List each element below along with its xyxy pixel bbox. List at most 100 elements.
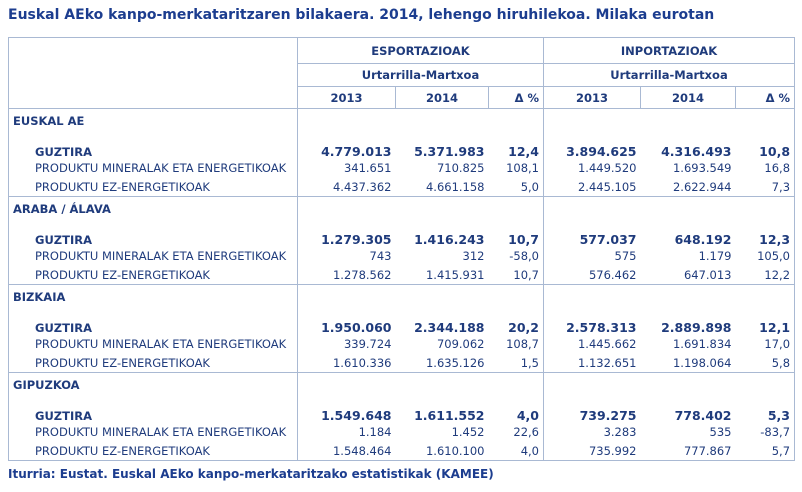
- cell: 5.371.983: [414, 143, 485, 159]
- cell: 1.610.100: [425, 443, 485, 458]
- cell: PRODUKTU EZ-ENERGETIKOAK: [35, 179, 210, 194]
- cell: 576.462: [543, 265, 641, 285]
- cell: 739.275: [543, 396, 641, 423]
- cell: 7,3: [771, 179, 791, 194]
- cell: PRODUKTU EZ-ENERGETIKOAK: [35, 443, 210, 458]
- data-row: GUZTIRA 1.950.060 2.344.188 20,2 2.578.313 2.…: [9, 308, 795, 335]
- cell: 648.192: [674, 231, 732, 247]
- cell: 4.316.493: [661, 143, 732, 159]
- data-row: PRODUKTU EZ-ENERGETIKOAK 1.548.464 1.610.1…: [9, 441, 795, 461]
- cell: GUZTIRA: [35, 144, 92, 159]
- cell: [542, 372, 795, 397]
- cell: ARABA / ÁLAVA: [8, 196, 298, 221]
- data-row: PRODUKTU MINERALAK ETA ENERGETIKOAK 341.6…: [9, 158, 795, 178]
- data-row: GUZTIRA 4.779.013 5.371.983 12,4 3.894.625 4.…: [9, 132, 795, 159]
- cell: -58,0: [509, 249, 539, 263]
- cell: 20,2: [508, 319, 539, 335]
- cell: 4.437.362: [297, 177, 396, 197]
- cell: 1.132.651: [543, 353, 641, 373]
- cell: 108,1: [506, 161, 539, 175]
- cell: Δ %: [488, 86, 544, 109]
- section-title: EUSKAL AE: [8, 108, 795, 133]
- cell: 12,1: [759, 319, 791, 335]
- cell: [9, 64, 298, 87]
- cell: 105,0: [757, 249, 791, 263]
- cell: PRODUKTU MINERALAK ETA ENERGETIKOAK: [35, 337, 287, 351]
- data-row: PRODUKTU EZ-ENERGETIKOAK 1.278.562 1.415.9…: [9, 265, 795, 285]
- section-title: BIZKAIA: [8, 284, 795, 309]
- cell: PRODUKTU EZ-ENERGETIKOAK: [35, 355, 210, 370]
- cell: PRODUKTU MINERALAK ETA ENERGETIKOAK: [35, 249, 287, 263]
- cell: 10,7: [508, 231, 539, 247]
- data-row: PRODUKTU EZ-ENERGETIKOAK 1.610.336 1.635.1…: [9, 353, 795, 373]
- cell: 4,0: [516, 407, 539, 423]
- section-title: GIPUZKOA: [8, 372, 795, 397]
- cell: Urtarrilla-Martxoa: [297, 63, 544, 87]
- cell: [297, 372, 544, 397]
- cell: 3.894.625: [543, 132, 641, 159]
- cell: PRODUKTU MINERALAK ETA ENERGETIKOAK: [35, 161, 287, 175]
- cell: Urtarrilla-Martxoa: [542, 63, 795, 87]
- cell: 1.449.520: [543, 158, 641, 178]
- cell: [9, 87, 298, 109]
- cell: 341.651: [297, 158, 396, 178]
- cell: 777.867: [683, 443, 732, 458]
- source: Iturria: Eustat. Euskal AEko kanpo-merka…: [8, 467, 494, 481]
- cell: 1.693.549: [672, 161, 732, 175]
- cell: 1.415.931: [425, 267, 485, 282]
- cell: 16,8: [764, 161, 791, 175]
- cell: 4,0: [520, 443, 539, 458]
- data-row: GUZTIRA 1.279.305 1.416.243 10,7 577.037 648.…: [9, 220, 795, 247]
- cell: 1.445.662: [543, 334, 641, 354]
- cell: 778.402: [674, 407, 732, 423]
- data-row: PRODUKTU MINERALAK ETA ENERGETIKOAK 339.7…: [9, 334, 795, 354]
- cell: 12,4: [508, 143, 539, 159]
- cell: 12,3: [759, 231, 791, 247]
- cell: PRODUKTU EZ-ENERGETIKOAK: [35, 267, 210, 282]
- cell: GIPUZKOA: [8, 372, 298, 397]
- cell: INPORTAZIOAK: [542, 37, 795, 64]
- cell: 4.779.013: [297, 132, 396, 159]
- cell: Δ %: [734, 86, 795, 109]
- cell: 12,2: [764, 267, 791, 282]
- cell: 5,7: [771, 443, 791, 458]
- cell: 743: [297, 246, 396, 266]
- cell: 5,0: [520, 179, 539, 194]
- cell: 2.889.898: [661, 319, 732, 335]
- cell: 2013: [297, 86, 396, 109]
- cell: [297, 284, 544, 309]
- cell: 1.610.336: [297, 353, 396, 373]
- cell: 22,6: [513, 425, 539, 439]
- cell: 1.548.464: [297, 441, 396, 461]
- cell: GUZTIRA: [35, 320, 92, 335]
- cell: 2.622.944: [672, 179, 732, 194]
- data-table: ESPORTAZIOAK INPORTAZIOAK Urtarrilla-Martx…: [8, 37, 796, 461]
- cell: ESPORTAZIOAK: [297, 37, 544, 64]
- cell: 2013: [543, 86, 641, 109]
- cell: 1.179: [698, 249, 732, 263]
- title: Euskal AEko kanpo-merkataritzaren bilaka…: [8, 7, 715, 23]
- cell: 1.950.060: [297, 308, 396, 335]
- cell: 2014: [640, 86, 736, 109]
- cell: 2.445.105: [543, 177, 641, 197]
- cell: 1.278.562: [297, 265, 396, 285]
- cell: PRODUKTU MINERALAK ETA ENERGETIKOAK: [35, 425, 287, 439]
- cell: 17,0: [764, 337, 791, 351]
- data-row: PRODUKTU EZ-ENERGETIKOAK 4.437.362 4.661.1…: [9, 177, 795, 197]
- cell: 2014: [395, 86, 489, 109]
- cell: [9, 38, 298, 64]
- cell: [542, 284, 795, 309]
- cell: 1.184: [297, 422, 396, 442]
- cell: GUZTIRA: [35, 232, 92, 247]
- cell: 108,7: [506, 337, 539, 351]
- cell: 647.013: [683, 267, 732, 282]
- cell: 1.635.126: [425, 355, 485, 370]
- header-row: Urtarrilla-Martxoa Urtarrilla-Martxoa: [9, 63, 795, 87]
- cell: BIZKAIA: [8, 284, 298, 309]
- cell: 735.992: [543, 441, 641, 461]
- cell: 1.452: [451, 425, 485, 439]
- cell: 10,7: [513, 267, 539, 282]
- section-title: ARABA / ÁLAVA: [8, 196, 795, 221]
- cell: -83,7: [760, 425, 791, 439]
